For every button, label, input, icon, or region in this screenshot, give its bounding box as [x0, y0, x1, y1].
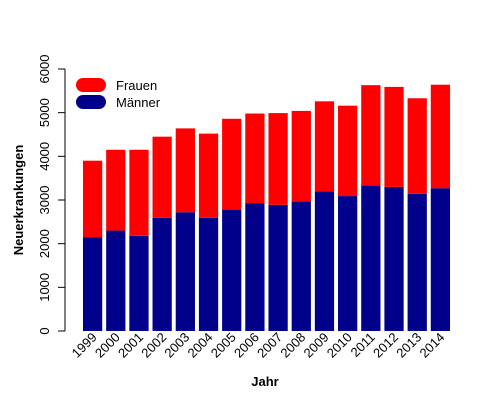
- y-tick-label: 6000: [37, 55, 52, 84]
- bar-maenner-2011: [361, 185, 381, 331]
- x-axis-title: Jahr: [251, 374, 278, 389]
- bar-frauen-2000: [106, 149, 126, 231]
- x-tick-label: 2008: [277, 330, 308, 361]
- bar-frauen-2004: [198, 133, 219, 218]
- y-axis: 0 1000 2000 3000 4000 5000 6000: [37, 55, 66, 335]
- bar-maenner-2005: [222, 209, 242, 331]
- x-tick-label: 2013: [393, 330, 424, 361]
- bar-maenner-2014: [430, 188, 451, 331]
- bars-group: [82, 84, 451, 331]
- bar-maenner-2002: [152, 217, 172, 331]
- bar-frauen-2006: [245, 113, 265, 204]
- bar-frauen-2001: [129, 149, 149, 236]
- bar-frauen-2008: [291, 110, 311, 202]
- x-tick-label: 2006: [231, 330, 262, 361]
- x-tick-label: 2007: [254, 330, 285, 361]
- x-tick-label: 2012: [370, 330, 401, 361]
- bar-frauen-2005: [222, 118, 242, 210]
- bar-frauen-2002: [152, 136, 172, 218]
- bar-maenner-2003: [175, 212, 195, 331]
- y-tick-label: 4000: [37, 142, 52, 171]
- bar-maenner-2013: [407, 193, 427, 331]
- bar-frauen-1999: [82, 160, 103, 238]
- bar-maenner-2007: [268, 204, 288, 331]
- x-tick-label: 2011: [348, 330, 378, 360]
- x-tick-label: 2010: [324, 330, 355, 361]
- legend-label-maenner: Männer: [116, 95, 161, 110]
- bar-maenner-2010: [338, 196, 358, 331]
- x-tick-label: 2014: [416, 330, 447, 361]
- legend: Frauen Männer: [76, 78, 161, 110]
- bar-maenner-2006: [245, 203, 265, 331]
- x-tick-label: 2003: [161, 330, 192, 361]
- bar-maenner-2000: [106, 230, 126, 331]
- bar-frauen-2011: [361, 85, 381, 186]
- legend-label-frauen: Frauen: [116, 78, 157, 93]
- bar-frauen-2010: [338, 105, 358, 197]
- y-tick-label: 0: [37, 327, 52, 334]
- bar-frauen-2014: [430, 84, 451, 189]
- x-tick-label: 2004: [185, 330, 216, 361]
- bar-maenner-2004: [198, 217, 219, 331]
- legend-swatch-frauen: [76, 78, 106, 92]
- y-tick-label: 1000: [37, 273, 52, 302]
- y-axis-title: Neuerkrankungen: [11, 145, 26, 256]
- x-tick-label: 1999: [69, 330, 100, 361]
- legend-swatch-maenner: [76, 95, 106, 109]
- y-tick-label: 3000: [37, 186, 52, 215]
- x-tick-label: 2009: [301, 330, 332, 361]
- bar-frauen-2007: [268, 113, 288, 205]
- bar-frauen-2003: [175, 128, 195, 213]
- bar-maenner-2008: [291, 201, 311, 331]
- bar-maenner-2009: [314, 191, 335, 331]
- x-tick-label: 2000: [92, 330, 123, 361]
- bar-frauen-2012: [384, 86, 404, 187]
- bar-maenner-2001: [129, 235, 149, 331]
- x-tick-label: 2005: [208, 330, 239, 361]
- bar-frauen-2013: [407, 98, 427, 194]
- bar-maenner-2012: [384, 186, 404, 331]
- bar-maenner-1999: [82, 237, 103, 331]
- x-axis: 1999200020012002200320042005200620072008…: [69, 330, 448, 361]
- y-tick-label: 2000: [37, 229, 52, 258]
- y-tick-label: 5000: [37, 98, 52, 127]
- x-tick-label: 2002: [138, 330, 169, 361]
- bar-frauen-2009: [314, 101, 335, 192]
- x-tick-label: 2001: [115, 330, 146, 361]
